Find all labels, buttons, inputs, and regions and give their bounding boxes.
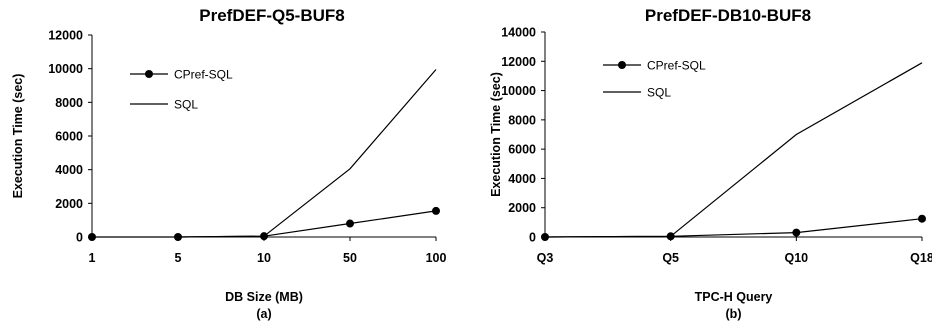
legend: CPref-SQL SQL	[603, 59, 706, 100]
chart-a: 0 2000 4000 6000 8000 10000 12000 1 5 10 50 100 CPre…	[11, 6, 446, 321]
chart-title: PrefDEF-Q5-BUF8	[199, 6, 344, 25]
legend: CPref-SQL SQL	[130, 68, 233, 112]
y-tick-label: 10000	[48, 62, 83, 76]
y-tick-label: 0	[529, 231, 536, 245]
x-tick-label: Q10	[785, 251, 809, 265]
x-tick-label: 50	[343, 251, 357, 265]
legend-label: SQL	[174, 98, 198, 112]
x-tick-label: 1	[89, 251, 96, 265]
data-point-cpref-sql	[432, 206, 440, 215]
y-tick-label: 6000	[55, 130, 83, 144]
x-tick-label: Q18	[910, 251, 932, 265]
x-tick-label: Q5	[662, 251, 679, 265]
legend-label: SQL	[647, 86, 671, 100]
chart-b: 0 2000 4000 6000 8000 10000 12000 14000 Q3 Q5 Q10 Q…	[489, 6, 932, 321]
y-axis-title: Execution Time (sec)	[489, 72, 503, 197]
figure-caption: (a)	[256, 307, 271, 321]
x-axis-title: DB Size (MB)	[225, 290, 303, 304]
y-tick-label: 6000	[508, 143, 536, 157]
x-tick-label: 10	[257, 251, 271, 265]
legend-label: CPref-SQL	[647, 59, 706, 73]
y-tick-label: 12000	[48, 29, 83, 43]
x-axis-title: TPC-H Query	[695, 290, 773, 304]
y-tick-label: 2000	[508, 201, 536, 215]
legend-marker	[618, 61, 626, 69]
legend-label: CPref-SQL	[174, 68, 233, 82]
y-tick-label: 10000	[501, 84, 536, 98]
x-tick-label: 100	[426, 251, 447, 265]
y-tick-label: 8000	[508, 113, 536, 127]
data-point-cpref-sql	[918, 214, 926, 223]
chart-title: PrefDEF-DB10-BUF8	[645, 6, 811, 25]
y-tick-label: 2000	[55, 197, 83, 211]
series-line-sql	[544, 62, 923, 238]
x-tick-label: 5	[175, 251, 182, 265]
data-point-cpref-sql	[792, 228, 801, 237]
y-tick-label: 4000	[508, 172, 536, 186]
legend-marker	[145, 70, 153, 78]
x-tick-label: Q3	[537, 251, 554, 265]
y-axis-title: Execution Time (sec)	[11, 74, 25, 199]
y-tick-label: 8000	[55, 96, 83, 110]
y-tick-label: 0	[76, 231, 83, 245]
y-tick-label: 4000	[55, 163, 83, 177]
figure-caption: (b)	[726, 307, 742, 321]
data-point-cpref-sql	[88, 233, 96, 241]
data-point-cpref-sql	[346, 219, 354, 228]
y-tick-label: 14000	[501, 26, 536, 40]
series-line-cpref-sql	[544, 218, 923, 238]
series-line-sql	[177, 69, 437, 238]
y-tick-label: 12000	[501, 55, 536, 69]
